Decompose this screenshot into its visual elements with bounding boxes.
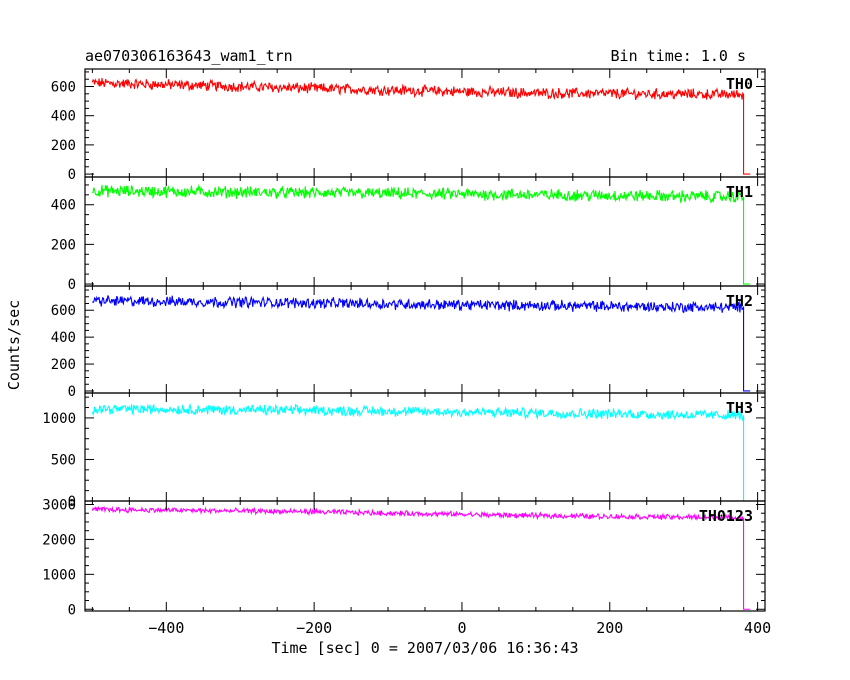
x-tick-label: −400	[148, 619, 184, 637]
y-tick-label: 3000	[42, 497, 76, 513]
series-line-th3	[91, 402, 751, 502]
y-tick-label: 2000	[42, 532, 76, 548]
chart-title: ae070306163643_wam1_trn	[85, 47, 293, 65]
series-label-th3: TH3	[726, 399, 753, 417]
y-tick-label: 400	[51, 198, 76, 214]
y-tick-label: 0	[68, 494, 76, 510]
series-label-th2: TH2	[726, 292, 753, 310]
y-tick-label: 200	[51, 237, 76, 253]
panel-th1: 0 200 400 TH1	[51, 176, 766, 293]
series-line-th1	[91, 183, 751, 285]
y-tick-label: 600	[51, 303, 76, 319]
y-tick-label: 1000	[42, 567, 76, 583]
y-tick-label: 0	[68, 277, 76, 293]
y-tick-label: 400	[51, 330, 76, 346]
panel-th0123: 0 1000 2000 3000 TH0123	[42, 497, 766, 618]
x-tick-label: 400	[744, 619, 771, 637]
series-line-th0123	[91, 505, 751, 610]
series-label-th0: TH0	[726, 75, 753, 93]
panels-group: 0 200 400 600 TH0 0 200 400 TH1 0 200 400 600 TH2 0 500…	[42, 68, 771, 637]
series-label-th0123: TH0123	[699, 507, 753, 525]
x-tick-label: 0	[457, 619, 466, 637]
y-tick-label: 200	[51, 357, 76, 373]
y-tick-label: 0	[68, 167, 76, 183]
y-tick-label: 1000	[42, 411, 76, 427]
series-line-th2	[91, 295, 751, 392]
y-tick-label: 600	[51, 80, 76, 96]
series-label-th1: TH1	[726, 183, 753, 201]
x-tick-label: −200	[296, 619, 332, 637]
x-axis-label: Time [sec] 0 = 2007/03/06 16:36:43	[271, 639, 578, 657]
series-line-th0	[91, 78, 751, 175]
x-tick-label: 200	[596, 619, 623, 637]
panel-th0: 0 200 400 600 TH0	[51, 68, 766, 183]
panel-th3: 0 500 1000 TH3	[42, 392, 766, 510]
y-axis-label: Counts/sec	[5, 300, 23, 390]
panel-th2: 0 200 400 600 TH2	[51, 285, 766, 400]
y-tick-label: 200	[51, 138, 76, 154]
y-tick-label: 0	[68, 602, 76, 618]
y-tick-label: 400	[51, 109, 76, 125]
y-tick-label: 0	[68, 384, 76, 400]
y-tick-label: 500	[51, 452, 76, 468]
panel-frame	[84, 500, 766, 612]
bin-time-label: Bin time: 1.0 s	[611, 47, 746, 65]
